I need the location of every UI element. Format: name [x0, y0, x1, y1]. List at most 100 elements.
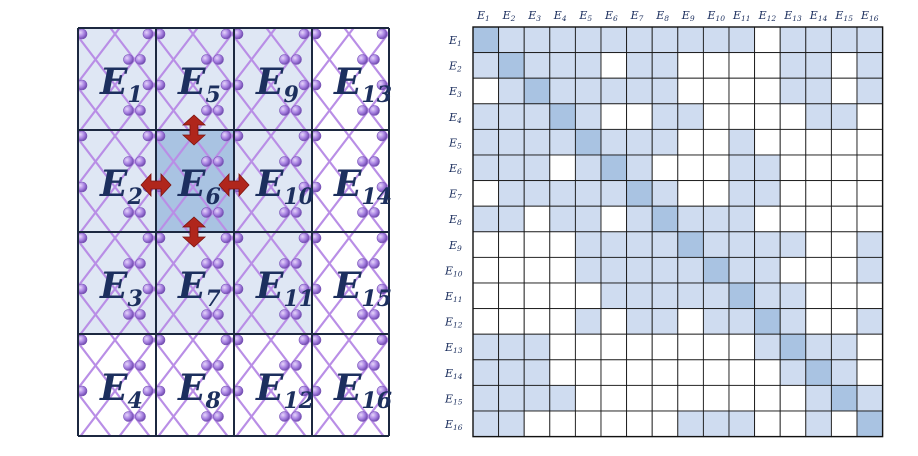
- matrix-row-label-11: E11: [444, 290, 463, 304]
- atom-195: [311, 437, 321, 447]
- matrix-cell-r14-c13: [779, 359, 807, 386]
- matrix-cell-r5-c5: [574, 128, 602, 156]
- matrix-cell-r5-c11: [728, 128, 756, 156]
- atom-110: [46, 259, 56, 269]
- bond-106: [57, 136, 77, 162]
- matrix-cell-r16-c7: [626, 410, 653, 438]
- matrix-cell-r8-c16: [856, 205, 884, 233]
- matrix-cell-r4-c6: [600, 103, 628, 130]
- bond-339: [94, 415, 112, 436]
- matrix-row-label-1-sub: 1: [457, 39, 462, 48]
- atom-190: [143, 437, 153, 447]
- bond-200: [250, 237, 272, 265]
- atom-30: [357, 54, 368, 65]
- lattice-label-e13: E13: [333, 61, 392, 108]
- atom-181: [213, 411, 224, 422]
- matrix-row-label-16-sub: 16: [453, 423, 463, 432]
- matrix-cell-r14-c6: [600, 359, 628, 386]
- atom-139: [291, 309, 302, 320]
- matrix-cell-r7-c14: [805, 180, 832, 207]
- matrix-cell-r7-c11: [728, 180, 756, 207]
- matrix-cell-r1-c6: [600, 26, 628, 54]
- matrix-cell-r15-c8: [651, 384, 679, 412]
- bond-21: [37, 34, 57, 60]
- bond-141: [328, 160, 350, 188]
- matrix-cell-r15-c16: [856, 384, 884, 412]
- matrix-cell-r12-c1: [472, 308, 500, 335]
- matrix-cell-r15-c1: [472, 384, 500, 412]
- matrix-cell-r16-c6: [600, 410, 628, 438]
- bond-162: [328, 186, 350, 214]
- matrix-cell-r8-c4: [549, 205, 576, 233]
- atom-76: [436, 157, 446, 167]
- matrix-cell-r2-c2: [498, 52, 525, 79]
- atom-66: [46, 157, 56, 167]
- bond-301: [172, 364, 194, 392]
- matrix-cell-r15-c6: [600, 384, 628, 412]
- atom-72: [279, 156, 290, 167]
- lattice-label-e9-sub: 9: [283, 82, 298, 108]
- matrix-cell-r5-c12: [754, 128, 781, 156]
- matrix-cell-r12-c13: [779, 308, 807, 335]
- matrix-cell-r14-c11: [728, 359, 756, 386]
- bond-87: [94, 109, 116, 137]
- matrix-cell-r12-c11: [728, 308, 756, 335]
- matrix-cell-r7-c13: [779, 180, 807, 207]
- bond-105: [37, 136, 57, 162]
- lattice-label-e2-sub: 2: [126, 184, 142, 210]
- matrix-col-label-10-sub: 10: [715, 14, 725, 23]
- matrix-row-label-10: E10: [444, 264, 463, 278]
- matrix-col-label-6-sub: 6: [613, 14, 618, 23]
- atom-164: [436, 361, 446, 371]
- atom-108: [376, 232, 388, 244]
- lattice-label-e10: E10: [255, 163, 315, 210]
- bond-225: [328, 262, 350, 290]
- atom-97: [369, 207, 380, 218]
- lattice-label-e4-main: E: [99, 367, 128, 409]
- matrix-cell-r1-c3: [523, 26, 551, 54]
- matrix-cell-r9-c14: [805, 231, 832, 258]
- bond-335: [427, 391, 447, 417]
- atom-186: [436, 412, 446, 422]
- matrix-col-label-1-main: E: [476, 9, 485, 22]
- matrix-cell-r12-c14: [805, 308, 832, 335]
- bond-57: [328, 58, 350, 86]
- matrix-cell-r2-c5: [574, 52, 602, 79]
- atom-6: [280, 4, 290, 14]
- matrix-cell-r3-c4: [549, 77, 576, 105]
- atom-120: [436, 259, 446, 269]
- bond-103: [408, 111, 428, 137]
- matrix-cell-r15-c15: [830, 384, 858, 412]
- matrix-cell-r12-c10: [702, 308, 730, 335]
- matrix-cell-r4-c7: [626, 103, 653, 130]
- matrix-cell-r14-c1: [472, 359, 500, 386]
- atom-96: [357, 207, 368, 218]
- bond-363: [154, 442, 174, 456]
- atom-191: [155, 437, 165, 447]
- matrix-cell-r1-c16: [856, 26, 884, 54]
- atom-23: [58, 55, 68, 65]
- bond-229: [408, 264, 428, 290]
- matrix-cell-r7-c10: [702, 180, 730, 207]
- matrix-col-label-13-sub: 13: [792, 14, 802, 23]
- bond-64: [57, 85, 77, 111]
- matrix-row-label-3-sub: 3: [457, 90, 462, 99]
- bond-373: [349, 442, 369, 456]
- bond-20: [427, 9, 447, 35]
- matrix-cell-r9-c6: [600, 231, 628, 258]
- atom-4: [202, 4, 212, 14]
- matrix-row-label-13-main: E: [444, 341, 453, 354]
- matrix-row-label-6-sub: 6: [457, 167, 462, 176]
- bond-350: [313, 415, 331, 436]
- atom-166: [65, 386, 75, 396]
- bond-3: [109, 28, 116, 35]
- matrix-row-label-4-sub: 4: [456, 116, 462, 125]
- atom-53: [369, 105, 380, 116]
- matrix-cell-r9-c10: [702, 231, 730, 258]
- bond-337: [57, 417, 77, 443]
- lattice-label-e2: E2: [99, 163, 143, 210]
- lattice-label-e5-main: E: [177, 61, 206, 103]
- bond-16: [348, 28, 355, 35]
- matrix-cell-r12-c15: [830, 308, 858, 335]
- atom-10: [436, 4, 446, 14]
